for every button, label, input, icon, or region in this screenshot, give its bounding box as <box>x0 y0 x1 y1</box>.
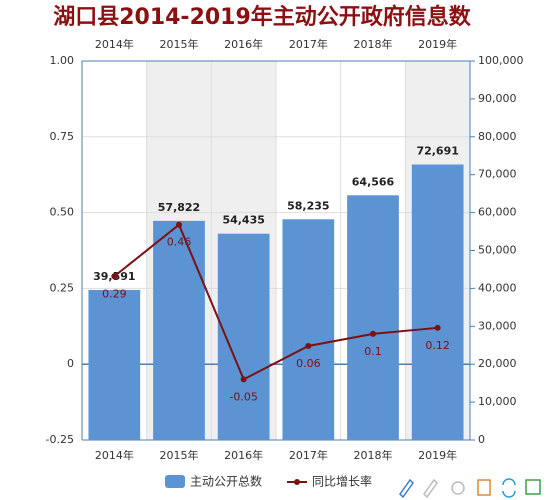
x-top-label: 2016年 <box>224 37 263 51</box>
tool-icon[interactable] <box>525 479 541 495</box>
tool-icon[interactable] <box>451 481 465 495</box>
line-value-label: 0.29 <box>102 287 127 300</box>
bar <box>347 195 399 440</box>
x-top-label: 2015年 <box>160 37 199 51</box>
line-point <box>111 273 118 280</box>
x-tick-label: 2018年 <box>354 448 393 462</box>
y-tick-label: 1.00 <box>50 54 75 67</box>
x-tick-label: 2014年 <box>95 448 134 462</box>
y2-tick-label: 100,000 <box>478 54 524 67</box>
x-top-label: 2017年 <box>289 37 328 51</box>
legend-swatch <box>165 475 185 488</box>
y2-tick-label: 50,000 <box>478 244 517 257</box>
line-value-label: -0.05 <box>229 390 257 403</box>
y2-tick-label: 80,000 <box>478 130 517 143</box>
y2-tick-label: 10,000 <box>478 395 517 408</box>
line-value-label: 0.1 <box>364 345 382 358</box>
tool-icon[interactable] <box>477 479 491 496</box>
line-value-label: 0.12 <box>425 339 450 352</box>
bar <box>282 219 335 440</box>
y-tick-label: -0.25 <box>46 433 74 446</box>
bar-value-label: 72,691 <box>416 145 458 158</box>
toolbox[interactable] <box>399 478 541 499</box>
line-point <box>434 324 441 331</box>
x-top-label: 2018年 <box>354 37 393 51</box>
chart-title: 湖口县2014-2019年主动公开政府信息数 <box>53 4 472 30</box>
line-value-label: 0.06 <box>296 357 321 370</box>
line-point <box>176 221 182 228</box>
y2-tick-label: 70,000 <box>478 168 517 181</box>
y2-tick-label: 40,000 <box>478 281 517 294</box>
y2-tick-label: 0 <box>478 433 485 446</box>
x-tick-label: 2016年 <box>224 448 263 462</box>
x-tick-label: 2019年 <box>418 448 457 462</box>
x-top-label: 2014年 <box>95 37 134 51</box>
line-point <box>305 343 312 350</box>
line <box>113 223 438 381</box>
bar <box>411 164 464 441</box>
bar-value-label: 64,566 <box>352 175 395 188</box>
y-tick-label: 0.50 <box>50 206 75 219</box>
y-tick-label: 0 <box>67 357 74 370</box>
x-tick-label: 2017年 <box>289 448 328 462</box>
legend-label: 主动公开总数 <box>190 474 262 489</box>
bar-value-label: 57,822 <box>158 201 200 214</box>
tool-icon[interactable] <box>423 478 438 499</box>
line-value-label: 0.46 <box>167 236 192 249</box>
y2-tick-label: 90,000 <box>478 92 517 105</box>
bar <box>88 289 141 440</box>
legend-swatch <box>294 479 300 485</box>
y2-tick-label: 60,000 <box>478 206 517 219</box>
y2-tick-label: 20,000 <box>478 357 517 370</box>
bar-value-label: 54,435 <box>222 214 264 227</box>
bar <box>153 220 205 440</box>
tool-icon[interactable] <box>399 478 414 499</box>
x-top-label: 2019年 <box>418 37 457 51</box>
x-tick-label: 2015年 <box>160 448 199 462</box>
y-tick-label: 0.75 <box>50 130 75 143</box>
bar-value-label: 58,235 <box>287 199 329 212</box>
y2-tick-label: 30,000 <box>478 319 517 332</box>
line-point <box>240 376 247 383</box>
y-tick-label: 0.25 <box>50 281 75 294</box>
line-point <box>370 330 376 337</box>
legend-label: 同比增长率 <box>312 474 372 489</box>
tool-icon[interactable] <box>502 478 516 498</box>
